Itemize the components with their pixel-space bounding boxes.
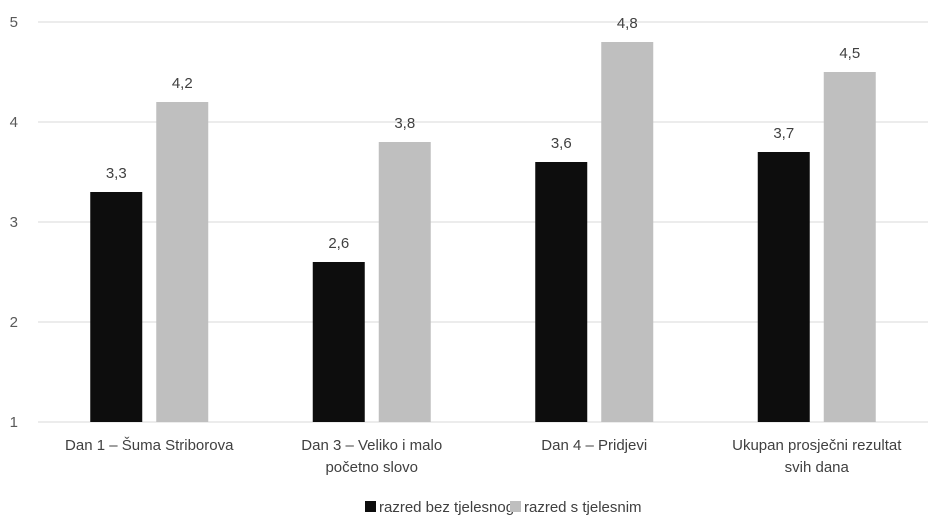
bar-s-tjelesnim	[823, 72, 876, 422]
x-tick-label: svih dana	[785, 459, 850, 476]
bar-bez-tjelesnog	[312, 262, 365, 422]
legend-swatch	[510, 501, 521, 512]
bar-bez-tjelesnog	[90, 192, 143, 422]
x-axis: Dan 1 – Šuma Striborova Dan 3 – Veliko i …	[65, 437, 902, 476]
y-tick-label: 2	[10, 314, 18, 331]
y-tick-label: 1	[10, 414, 18, 431]
x-tick-label: Dan 4 – Pridjevi	[541, 437, 647, 454]
bar-s-tjelesnim	[156, 102, 209, 422]
bars	[90, 42, 876, 422]
data-label: 3,8	[394, 115, 415, 132]
bar-s-tjelesnim	[601, 42, 654, 422]
y-tick-label: 3	[10, 214, 18, 231]
bar-s-tjelesnim	[378, 142, 431, 422]
x-tick-label: Ukupan prosječni rezultat	[732, 437, 902, 454]
legend-label: razred bez tjelesnog	[379, 499, 514, 516]
data-label: 3,6	[551, 135, 572, 152]
y-tick-label: 5	[10, 14, 18, 31]
y-axis: 1 2 3 4 5	[10, 14, 18, 431]
data-label: 4,2	[172, 75, 193, 92]
data-labels: 3,3 4,2 2,6 3,8 3,6 4,8 3,7 4,5	[106, 15, 860, 252]
y-tick-label: 4	[10, 114, 18, 131]
legend-swatch	[365, 501, 376, 512]
data-label: 4,8	[617, 15, 638, 32]
legend-label: razred s tjelesnim	[524, 499, 642, 516]
data-label: 4,5	[839, 45, 860, 62]
legend: razred bez tjelesnog razred s tjelesnim	[365, 499, 642, 516]
data-label: 2,6	[328, 235, 349, 252]
bar-bez-tjelesnog	[535, 162, 588, 422]
data-label: 3,7	[773, 125, 794, 142]
x-tick-label: Dan 1 – Šuma Striborova	[65, 437, 234, 454]
x-tick-label: početno slovo	[325, 459, 418, 476]
x-tick-label: Dan 3 – Veliko i malo	[301, 437, 442, 454]
data-label: 3,3	[106, 165, 127, 182]
bar-bez-tjelesnog	[757, 152, 810, 422]
